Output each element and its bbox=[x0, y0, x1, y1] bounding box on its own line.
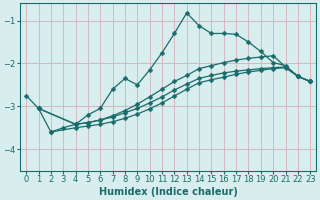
X-axis label: Humidex (Indice chaleur): Humidex (Indice chaleur) bbox=[99, 187, 238, 197]
